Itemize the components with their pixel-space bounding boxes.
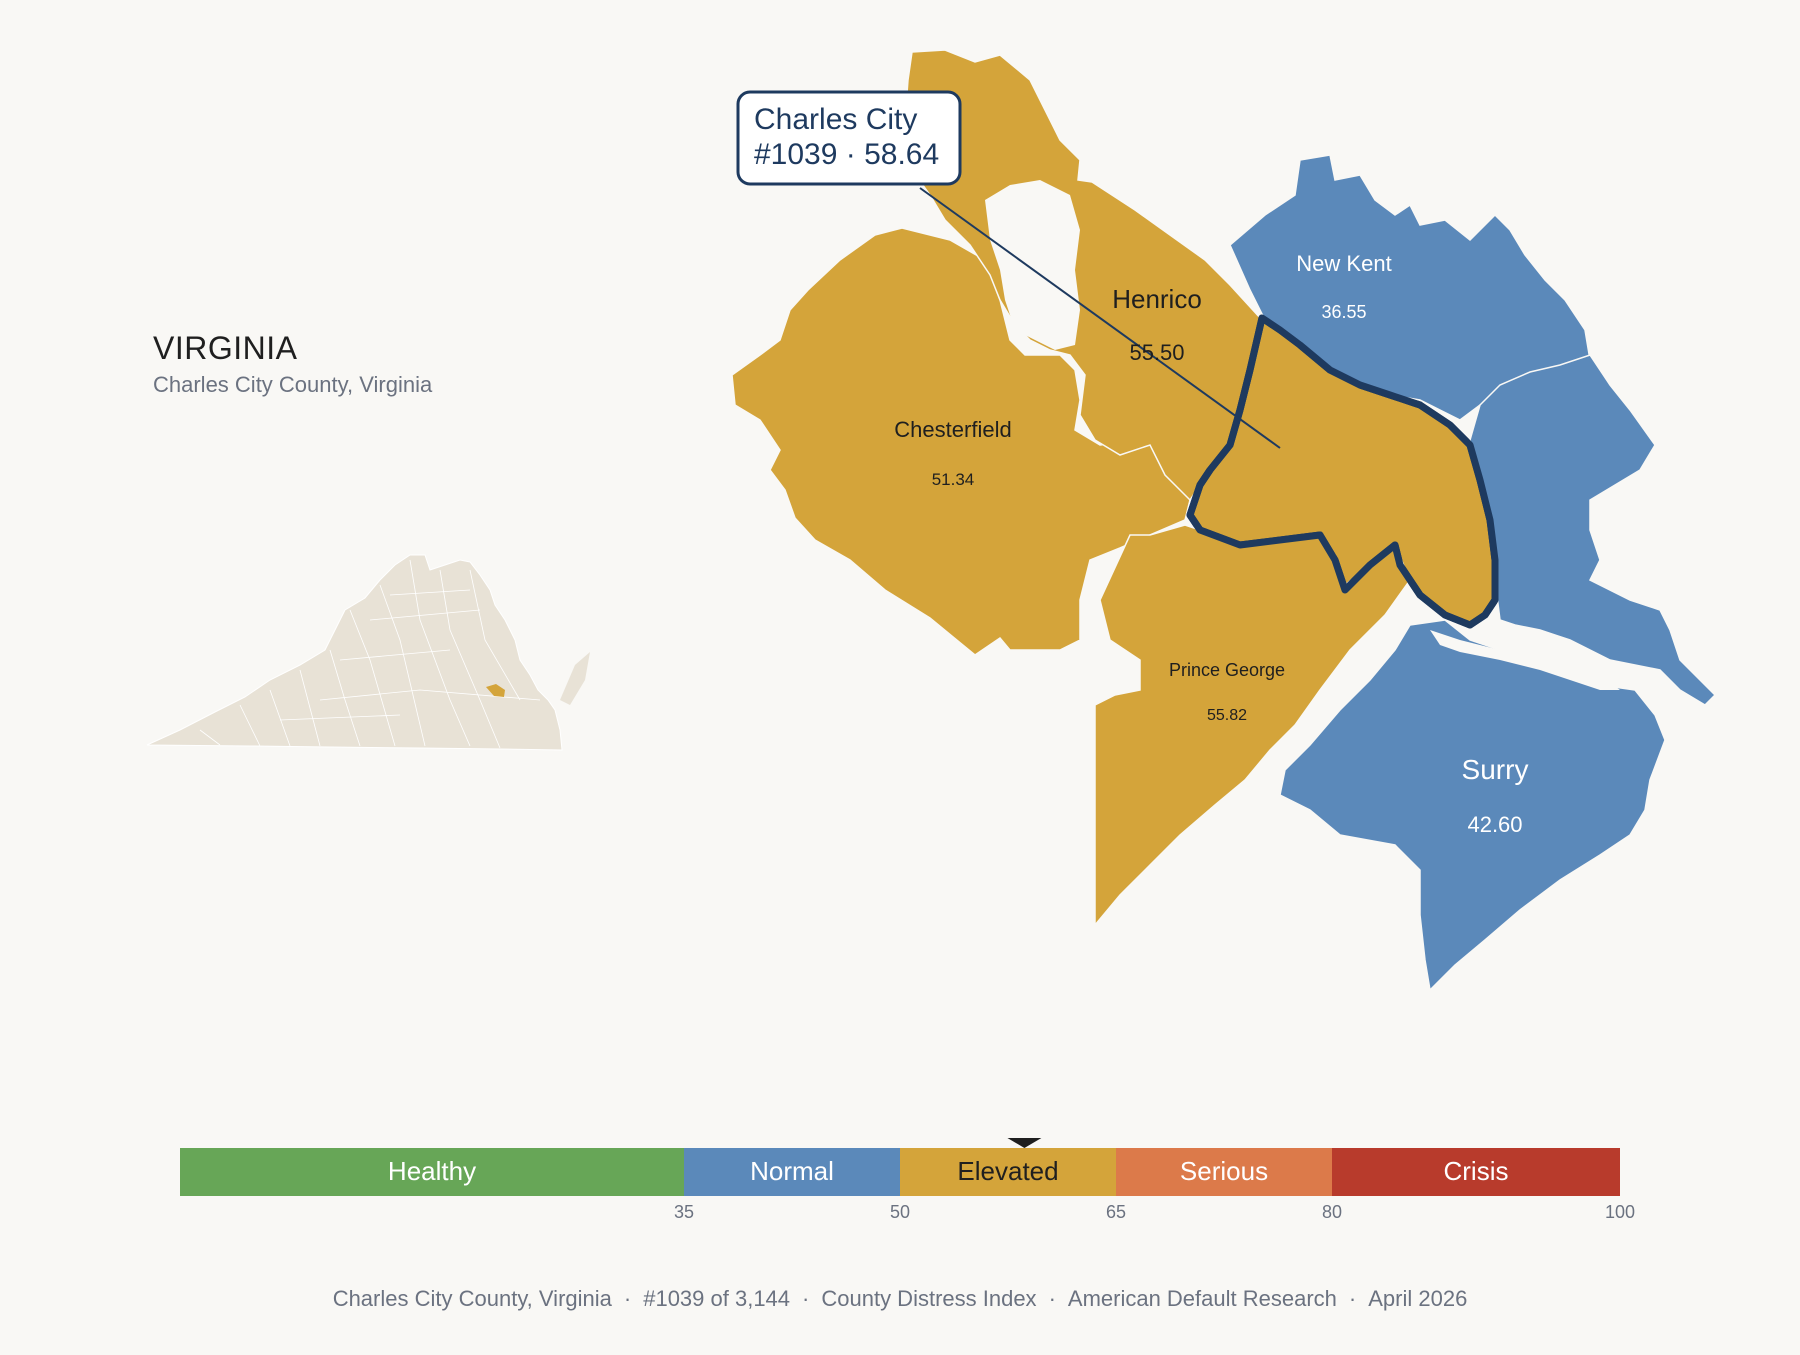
legend-segment-elevated <box>900 1148 1116 1196</box>
inset-county-lines <box>199 559 541 749</box>
legend-label-elevated: Elevated <box>957 1156 1058 1186</box>
inset-highlight-charles-city <box>486 684 505 697</box>
county-charles-city-outline <box>1186 314 1499 629</box>
virginia-state-shape <box>146 554 563 751</box>
county-chesterfield[interactable] <box>731 227 1201 656</box>
callout-box <box>736 90 962 186</box>
callout-leader-line <box>919 187 1281 449</box>
label-henrico-name: Henrico <box>1112 284 1202 314</box>
label-prince-george-score: 55.82 <box>1207 707 1247 724</box>
legend-segment-serious <box>1116 1148 1332 1196</box>
callout-line2: #1039 · 58.64 <box>754 138 939 171</box>
label-surry-score: 42.60 <box>1467 812 1522 837</box>
footer-rank: #1039 of 3,144 <box>643 1286 791 1311</box>
distress-legend: Healthy Normal Elevated Serious Crisis 35 50 65… <box>180 1138 1635 1222</box>
label-surry-name: Surry <box>1462 754 1529 785</box>
label-new-kent-score: 36.55 <box>1321 302 1366 322</box>
label-chesterfield-score: 51.34 <box>932 470 975 489</box>
river-james-south <box>1430 630 1620 690</box>
state-subtitle: Charles City County, Virginia <box>153 372 433 397</box>
legend-tick-35: 35 <box>674 1202 694 1222</box>
legend-tick-80: 80 <box>1322 1202 1342 1222</box>
virginia-eastern-shore <box>560 652 590 705</box>
legend-segment-normal <box>684 1148 900 1196</box>
footer-index: County Distress Index <box>821 1286 1037 1311</box>
county-henrico[interactable] <box>904 49 1263 502</box>
label-henrico-score: 55.50 <box>1129 340 1184 365</box>
state-title: VIRGINIA <box>153 330 298 366</box>
callout-line1: Charles City <box>754 103 917 136</box>
legend-label-healthy: Healthy <box>388 1156 476 1186</box>
footer: Charles City County, Virginia · #1039 of 3… <box>332 1286 1468 1311</box>
label-prince-george-name: Prince George <box>1169 660 1285 680</box>
river-james <box>985 180 1080 350</box>
legend-tick-100: 100 <box>1605 1202 1635 1222</box>
county-surry[interactable] <box>1279 619 1666 992</box>
legend-label-serious: Serious <box>1180 1156 1268 1186</box>
label-chesterfield-name: Chesterfield <box>894 417 1011 442</box>
legend-tick-50: 50 <box>890 1202 910 1222</box>
virginia-inset-map <box>146 554 590 751</box>
legend-tick-65: 65 <box>1106 1202 1126 1222</box>
label-new-kent-name: New Kent <box>1296 251 1391 276</box>
legend-label-crisis: Crisis <box>1444 1156 1509 1186</box>
legend-segment-crisis <box>1332 1148 1620 1196</box>
footer-date: April 2026 <box>1368 1286 1468 1311</box>
footer-place: Charles City County, Virginia <box>332 1286 612 1311</box>
legend-marker-icon <box>1007 1138 1042 1148</box>
legend-label-normal: Normal <box>750 1156 834 1186</box>
legend-segment-healthy <box>180 1148 684 1196</box>
footer-source: American Default Research <box>1067 1286 1337 1311</box>
